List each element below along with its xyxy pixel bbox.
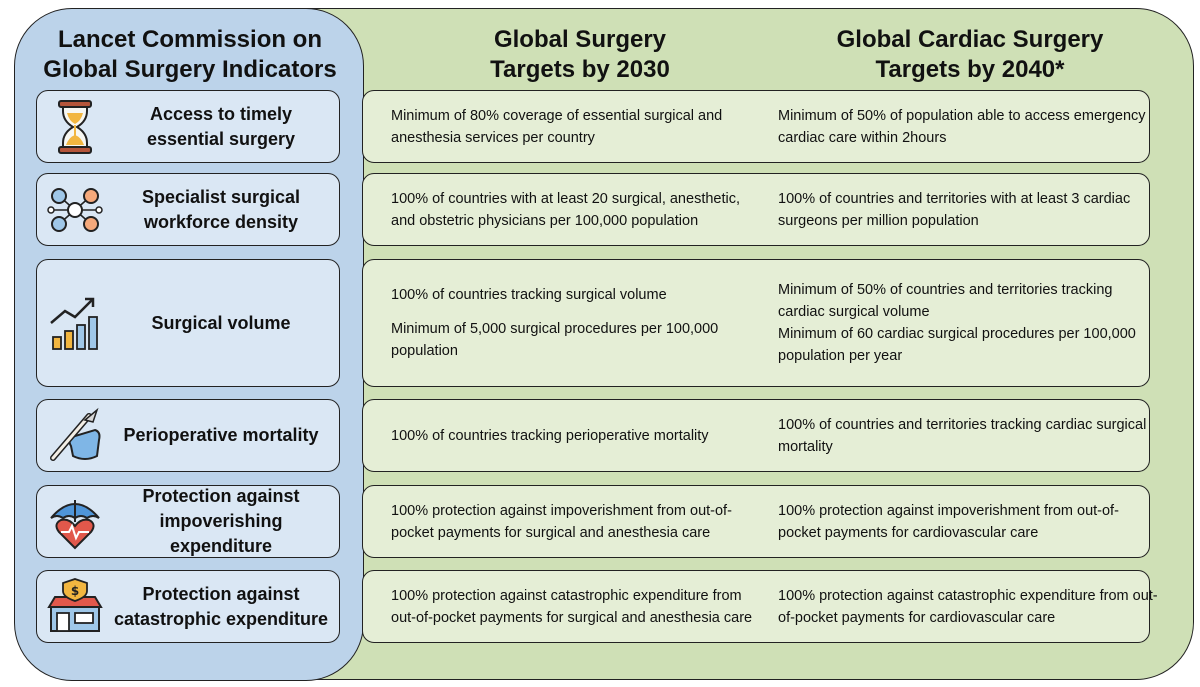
target-row-catastrophic: 100% protection against catastrophic exp… [362, 570, 1158, 643]
indicator-label: Protection against catastrophic expendit… [113, 583, 329, 629]
indicator-label: Protection against impoverishing expendi… [142, 486, 300, 556]
indicator-label: Surgical volume [151, 312, 291, 333]
surgery-targets-title-line: Targets by 2030 [490, 56, 670, 83]
surgery-target-text: 100% of countries with at least 20 surgi… [391, 190, 740, 229]
surgery-target-text: Minimum of 80% coverage of essential sur… [391, 107, 723, 146]
indicator-workforce: Specialist surgical workforce density [36, 173, 340, 246]
cardiac-target-cell: Minimum of 50% of population able to acc… [778, 91, 1158, 162]
surgery-target-text: 100% of countries tracking surgical volu… [391, 287, 667, 303]
surgery-targets-title-line: Global Surgery [493, 26, 667, 53]
cardiac-target-text: Minimum of 50% of countries and territor… [778, 282, 1113, 320]
indicators-title-line: Global Surgery Indicators [43, 56, 337, 83]
umbrella-heart-icon [45, 492, 105, 552]
cardiac-target-text: 100% of countries and territories tracki… [778, 416, 1147, 455]
cardiac-target-text: 100% of countries and territories with a… [778, 190, 1131, 229]
target-row-workforce: 100% of countries with at least 20 surgi… [362, 173, 1150, 246]
target-row-impoverishing: 100% protection against impoverishment f… [362, 485, 1150, 558]
surgery-target-cell: 100% of countries tracking surgical volu… [391, 260, 761, 386]
surgery-target-cell: 100% protection against catastrophic exp… [391, 571, 761, 642]
surgery-targets-title: Global Surgery Targets by 2030 [400, 25, 760, 85]
indicators-title: Lancet Commission on Global Surgery Indi… [20, 25, 360, 85]
indicator-access: Access to timely essential surgery [36, 90, 340, 163]
target-row-access: Minimum of 80% coverage of essential sur… [362, 90, 1150, 163]
cardiac-targets-title: Global Cardiac Surgery Targets by 2040* [790, 25, 1150, 85]
indicator-label: Specialist surgical workforce density [141, 186, 301, 232]
target-row-mortality: 100% of countries tracking perioperative… [362, 399, 1150, 472]
surgery-target-cell: Minimum of 80% coverage of essential sur… [391, 91, 761, 162]
cardiac-target-cell: 100% of countries and territories with a… [778, 174, 1158, 245]
cardiac-target-cell: 100% of countries and territories tracki… [778, 400, 1158, 471]
cardiac-target-cell: 100% protection against catastrophic exp… [778, 571, 1158, 642]
scalpel-hand-icon [45, 406, 105, 466]
cardiac-target-text: Minimum of 50% of population able to acc… [778, 107, 1146, 146]
cardiac-target-cell: 100% protection against impoverishment f… [778, 486, 1158, 557]
cardiac-targets-title-line: Global Cardiac Surgery [836, 26, 1104, 53]
indicator-catastrophic: $ Protection against catastrophic expend… [36, 570, 340, 643]
cardiac-target-cell: Minimum of 50% of countries and territor… [778, 260, 1150, 386]
surgery-target-cell: 100% protection against impoverishment f… [391, 486, 761, 557]
surgery-target-text: Minimum of 5,000 surgical procedures per… [391, 321, 719, 359]
growth-chart-icon [45, 293, 105, 353]
cardiac-targets-title-line: Targets by 2040* [875, 56, 1065, 83]
indicator-volume: Surgical volume [36, 259, 340, 387]
surgery-target-cell: 100% of countries with at least 20 surgi… [391, 174, 761, 245]
indicator-impoverishing: Protection against impoverishing expendi… [36, 485, 340, 558]
money-shop-icon: $ [45, 577, 105, 637]
surgery-target-text: 100% protection against catastrophic exp… [391, 587, 753, 626]
target-row-volume: 100% of countries tracking surgical volu… [362, 259, 1150, 387]
workforce-network-icon [45, 180, 105, 240]
cardiac-target-text: 100% protection against catastrophic exp… [778, 587, 1158, 626]
indicators-title-line: Lancet Commission on [57, 26, 323, 53]
svg-text:$: $ [71, 584, 79, 598]
hourglass-icon [45, 97, 105, 157]
cardiac-target-text: 100% protection against impoverishment f… [778, 502, 1119, 541]
indicator-label: Access to timely essential surgery [146, 103, 296, 149]
indicator-mortality: Perioperative mortality [36, 399, 340, 472]
surgery-target-cell: 100% of countries tracking perioperative… [391, 400, 761, 471]
cardiac-target-text: Minimum of 60 cardiac surgical procedure… [778, 326, 1136, 364]
surgery-target-text: 100% of countries tracking perioperative… [391, 427, 709, 444]
surgery-target-text: 100% protection against impoverishment f… [391, 502, 732, 541]
indicator-label: Perioperative mortality [123, 425, 319, 445]
